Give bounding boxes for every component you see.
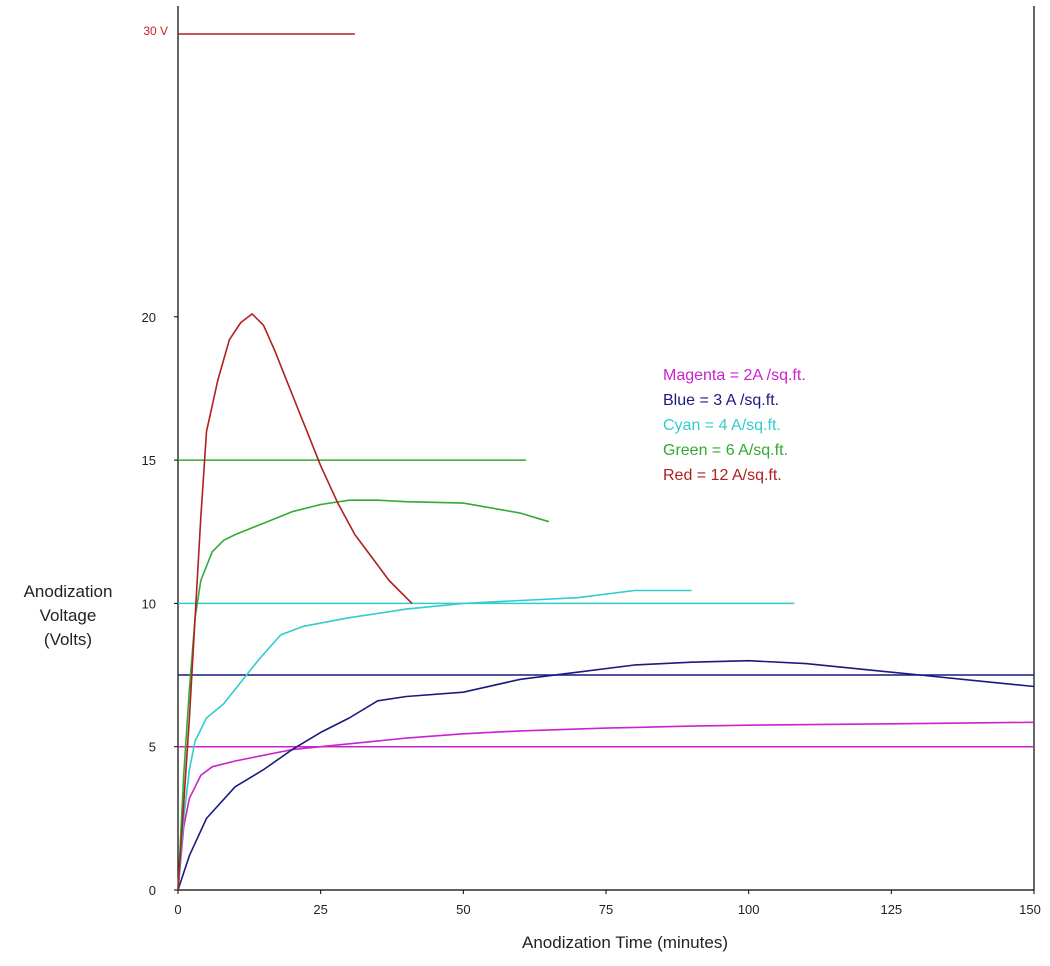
series-line-3	[177, 589, 692, 891]
legend-entry-magenta: Magenta = 2A /sq.ft.	[663, 367, 806, 384]
series-line-5	[177, 313, 413, 891]
y-axis-title-line-2: Voltage	[40, 606, 97, 625]
legend-entry-blue: Blue = 3 A /sq.ft.	[663, 392, 779, 409]
series-line-4	[177, 499, 550, 891]
legend-entry-green: Green = 6 A/sq.ft.	[663, 442, 788, 459]
reference-30v-label: 30 V	[143, 24, 168, 38]
y-tick-label: 15	[142, 453, 156, 468]
y-axis-ticks: 0 5 10 15 20	[142, 310, 178, 898]
series-line-1	[177, 721, 1035, 891]
data-curves	[177, 313, 1035, 891]
axes	[177, 6, 1035, 891]
reference-lines	[178, 33, 1034, 748]
y-tick-label: 0	[149, 883, 156, 898]
y-tick-label: 5	[149, 740, 156, 755]
x-tick-label: 100	[738, 902, 760, 917]
x-axis-title: Anodization Time (minutes)	[522, 933, 728, 952]
x-tick-label: 125	[880, 902, 902, 917]
x-tick-label: 25	[313, 902, 327, 917]
legend-entry-cyan: Cyan = 4 A/sq.ft.	[663, 417, 781, 434]
y-tick-label: 20	[142, 310, 156, 325]
x-axis-ticks: 0 25 50 75 100 125 150	[174, 890, 1041, 917]
legend: Magenta = 2A /sq.ft. Blue = 3 A /sq.ft. …	[663, 367, 806, 484]
x-tick-label: 0	[174, 902, 181, 917]
legend-entry-red: Red = 12 A/sq.ft.	[663, 467, 782, 484]
series-line-2	[177, 659, 1035, 891]
y-axis-title-line-1: Anodization	[24, 582, 113, 601]
x-tick-label: 150	[1019, 902, 1041, 917]
x-tick-label: 75	[599, 902, 613, 917]
y-tick-label: 10	[142, 596, 156, 611]
y-axis-title-line-3: (Volts)	[44, 630, 92, 649]
x-tick-label: 50	[456, 902, 470, 917]
